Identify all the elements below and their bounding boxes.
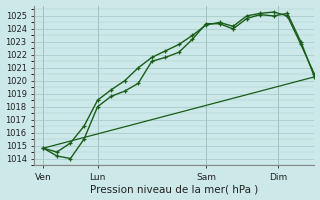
X-axis label: Pression niveau de la mer( hPa ): Pression niveau de la mer( hPa ) [90, 184, 259, 194]
